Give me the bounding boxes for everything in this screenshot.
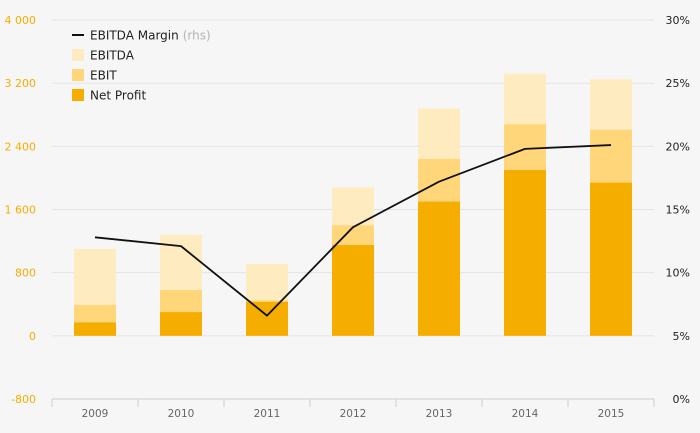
y-left-tick-label: 1 600 (5, 204, 37, 217)
y-right-tick-label: 5% (673, 330, 690, 343)
legend-swatch-net-profit (72, 89, 84, 101)
y-left-tick-label: 800 (15, 267, 36, 280)
y-left-tick-label: 2 400 (5, 140, 37, 153)
y-right-tick-label: 20% (666, 140, 690, 153)
x-tick-label: 2011 (254, 408, 281, 420)
margin-line (94, 144, 612, 317)
y-right-tick-label: 25% (666, 77, 690, 90)
y-axis-right: 0% 5% 10% 15% 20% 25% 30% (666, 14, 690, 406)
legend-label: EBIT (90, 69, 117, 83)
bar-net-profit-2012 (332, 245, 374, 336)
bar-net-profit-2013 (418, 201, 460, 336)
bar-net-profit-2015 (590, 182, 632, 336)
y-left-tick-label: 3 200 (5, 77, 37, 90)
bars (74, 73, 632, 336)
x-tick-label: 2009 (82, 408, 109, 420)
x-tick-label: 2012 (340, 408, 367, 420)
x-tick-label: 2015 (598, 408, 625, 420)
legend: EBITDA Margin (rhs) EBITDA EBIT Net Profit (72, 29, 211, 103)
y-axis-left: -800 0 800 1 600 2 400 3 200 4 000 (5, 14, 37, 406)
y-right-tick-label: 15% (666, 204, 690, 217)
y-left-tick-label: -800 (11, 393, 36, 406)
x-axis: 2009 2010 2011 2012 2013 2014 2015 (51, 398, 655, 420)
legend-swatch-ebit (72, 69, 84, 81)
legend-label: Net Profit (90, 89, 146, 103)
line-ebitda-margin (94, 144, 612, 317)
y-right-tick-label: 30% (666, 14, 690, 27)
y-right-tick-label: 10% (666, 267, 690, 280)
y-left-tick-label: 4 000 (5, 14, 37, 27)
legend-label: EBITDA (90, 49, 135, 63)
y-left-tick-label: 0 (29, 330, 36, 343)
legend-swatch-ebitda (72, 49, 84, 61)
x-tick-label: 2014 (512, 408, 539, 420)
bar-net-profit-2009 (74, 322, 116, 336)
x-tick-label: 2013 (426, 408, 453, 420)
bar-net-profit-2014 (504, 170, 546, 336)
bar-net-profit-2011 (246, 301, 288, 336)
legend-note: (rhs) (183, 29, 211, 43)
legend-label: EBITDA Margin (rhs) (90, 29, 211, 43)
y-right-tick-label: 0% (673, 393, 690, 406)
x-tick-label: 2010 (168, 408, 195, 420)
bar-net-profit-2010 (160, 312, 202, 336)
